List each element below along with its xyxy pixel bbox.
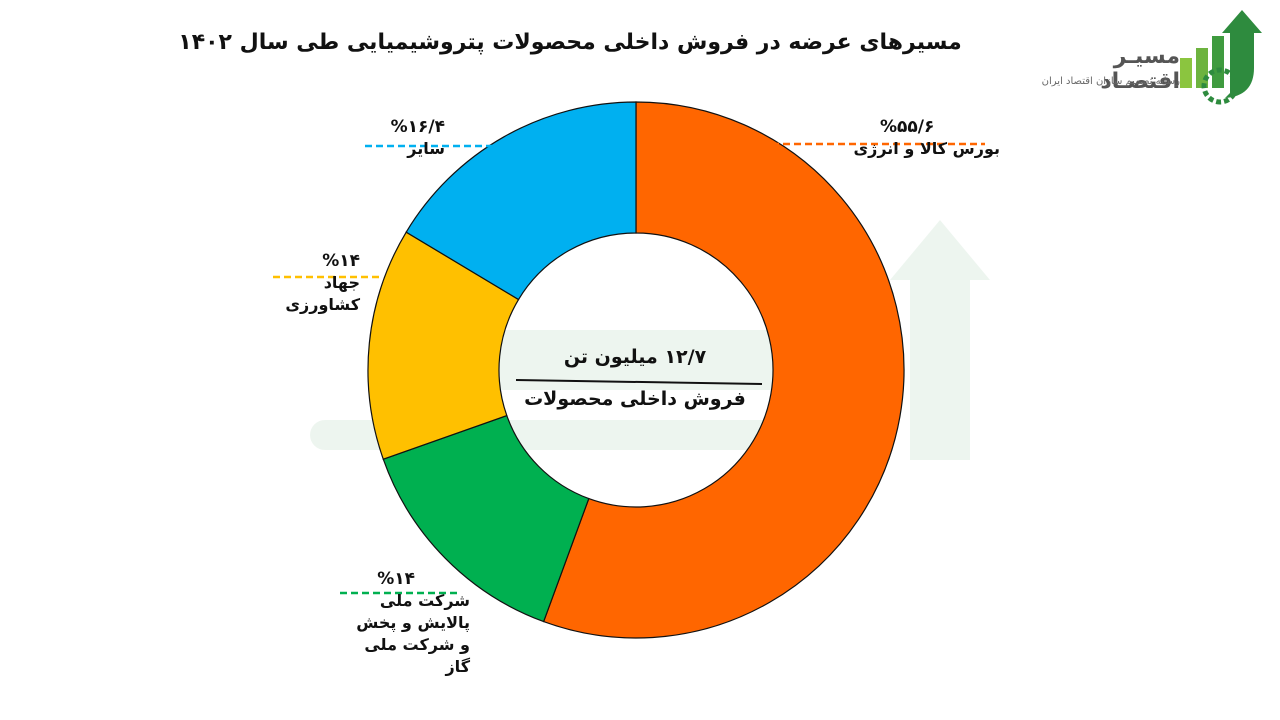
slice-name-jahad: جهاد کشاورزی xyxy=(285,273,360,314)
slice-value-national-oil: %۱۴ xyxy=(377,569,415,589)
slice-name-national-oil: شرکت ملی پالایش و پخش و شرکت ملی گاز xyxy=(356,591,470,676)
logo xyxy=(1180,10,1262,105)
slice-name-bourse: بورس کالا و انرژی xyxy=(853,139,1000,158)
slice-national-oil xyxy=(382,414,590,623)
slice-other xyxy=(405,101,637,301)
slice-value-bourse: %۵۵/۶ xyxy=(880,117,935,137)
center-subtitle: فروش داخلی محصولات xyxy=(524,388,746,410)
slice-label-bourse: %۵۵/۶ بورس کالا و انرژی xyxy=(780,116,1000,160)
center-total: ۱۲/۷ میلیون تن xyxy=(563,346,707,368)
slice-value-jahad: %۱۴ xyxy=(322,251,360,271)
slice-name-other: سایر xyxy=(407,139,445,158)
slice-label-other: %۱۶/۴ سایر xyxy=(360,116,445,160)
logo-tagline: رسانه تصمیم سازان اقتصاد ایران xyxy=(1041,76,1180,87)
slice-jahad xyxy=(367,231,520,460)
chart-title: مسیرهای عرضه در فروش داخلی محصولات پتروش… xyxy=(178,30,962,55)
rising-bars-arrow-gear-icon xyxy=(1180,10,1262,105)
slice-value-other: %۱۶/۴ xyxy=(390,117,445,137)
slice-label-jahad: %۱۴ جهاد کشاورزی xyxy=(270,250,360,316)
center-divider xyxy=(515,379,763,385)
slice-label-national-oil: %۱۴ شرکت ملی پالایش و پخش و شرکت ملی گاز xyxy=(325,568,470,678)
slice-bourse xyxy=(542,101,905,639)
logo-name: مسیـر اقتصـاد xyxy=(1100,44,1180,94)
